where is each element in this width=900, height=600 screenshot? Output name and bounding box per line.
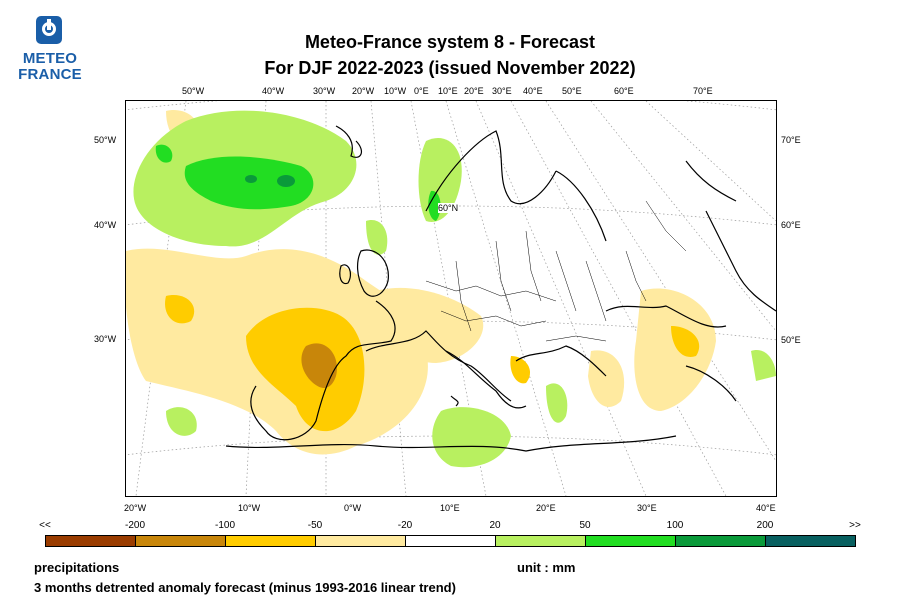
inner-lat-label: 60°N (438, 203, 459, 213)
legend-label: 50 (579, 520, 591, 531)
legend-label: >> (849, 520, 861, 531)
legend-label: -200 (124, 520, 146, 531)
legend-label: -20 (397, 520, 413, 531)
logo-text-line1: METEO (22, 50, 78, 67)
bottom-lon-label: 20°E (536, 503, 556, 513)
country-borders (425, 200, 687, 342)
top-lon-label: 0°E (414, 86, 429, 96)
forecast-map-canvas (126, 101, 776, 496)
meteo-france-emblem-icon (36, 16, 62, 44)
top-lon-label: 40°W (262, 86, 285, 96)
legend-swatch (406, 536, 496, 546)
bottom-lon-label: 40°E (756, 503, 776, 513)
bottom-lon-label: 10°E (440, 503, 460, 513)
bottom-lon-label: 10°W (238, 503, 261, 513)
legend-swatch (316, 536, 406, 546)
left-label: 50°W (94, 135, 117, 145)
legend-label: 100 (666, 520, 684, 531)
top-lon-label: 10°E (438, 86, 458, 96)
variable-label: precipitations (34, 560, 120, 575)
legend-swatch (586, 536, 676, 546)
top-lon-label: 20°W (352, 86, 375, 96)
top-lon-label: 50°E (562, 86, 582, 96)
bottom-lon-label: 0°W (344, 503, 362, 513)
anomaly-dark-green (245, 175, 295, 187)
top-lon-label: 10°W (384, 86, 407, 96)
legend-label: 20 (489, 520, 501, 531)
legend-swatch (496, 536, 586, 546)
top-lon-label: 30°W (313, 86, 336, 96)
left-label: 30°W (94, 334, 117, 344)
legend-swatch (676, 536, 766, 546)
unit-label: unit : mm (517, 560, 576, 575)
title-line1: Meteo-France system 8 - Forecast (304, 32, 596, 52)
description-label: 3 months detrented anomaly forecast (min… (34, 580, 456, 595)
legend-label: 200 (756, 520, 774, 531)
top-lon-label: 20°E (464, 86, 484, 96)
legend-swatch (46, 536, 136, 546)
right-label: 60°E (781, 220, 801, 230)
anomaly-dark-brown (301, 343, 337, 388)
legend-swatch (766, 536, 855, 546)
left-label: 40°W (94, 220, 117, 230)
meteo-france-logo: METEO FRANCE (14, 14, 86, 84)
legend-label: -50 (307, 520, 323, 531)
top-lon-label: 50°W (182, 86, 205, 96)
forecast-map: 60°N (125, 100, 777, 497)
top-lon-label: 30°E (492, 86, 512, 96)
legend-label: -100 (214, 520, 236, 531)
right-label: 50°E (781, 335, 801, 345)
legend-swatch (136, 536, 226, 546)
title-line2: For DJF 2022-2023 (issued November 2022) (264, 58, 636, 78)
logo-text-line2: FRANCE (18, 66, 82, 83)
top-lon-label: 70°E (693, 86, 713, 96)
top-lon-label: 40°E (523, 86, 543, 96)
color-legend-bar (45, 535, 856, 547)
anomaly-green (155, 144, 441, 221)
coastlines (225, 125, 776, 452)
bottom-lon-label: 20°W (124, 503, 147, 513)
right-label: 70°E (781, 135, 801, 145)
legend-label: << (39, 520, 51, 531)
legend-swatch (226, 536, 316, 546)
bottom-lon-label: 30°E (637, 503, 657, 513)
top-lon-label: 60°E (614, 86, 634, 96)
